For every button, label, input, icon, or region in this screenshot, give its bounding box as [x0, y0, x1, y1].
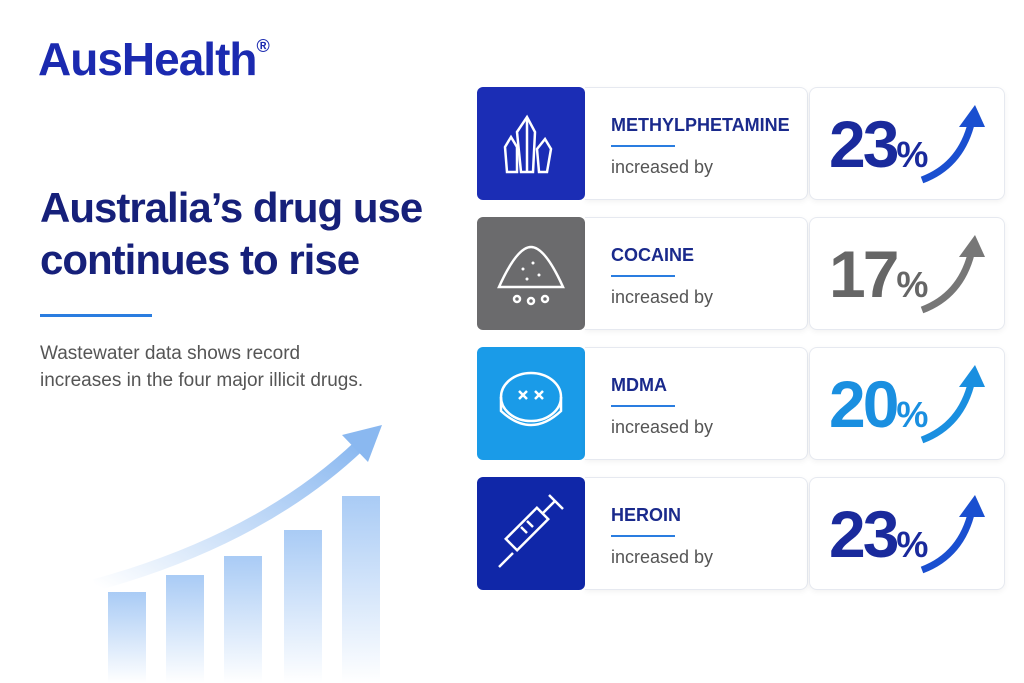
row: MDMA increased by 20% — [477, 347, 1005, 460]
value-unit: % — [896, 394, 929, 435]
value: 23% — [829, 501, 928, 578]
value-unit: % — [896, 264, 929, 305]
drug-name: COCAINE — [611, 245, 695, 265]
row: METHYLPHETAMINE increased by 23% — [477, 87, 1005, 200]
value: 17% — [829, 241, 928, 318]
drug-underline — [611, 405, 675, 407]
value-number: 23 — [829, 497, 899, 571]
card — [585, 217, 808, 330]
arrow — [920, 235, 985, 314]
drug-name: METHYLPHETAMINE — [611, 115, 790, 135]
arrow — [920, 365, 985, 444]
icon-powder — [477, 217, 585, 330]
caption: increased by — [611, 547, 714, 567]
drug-underline — [611, 535, 675, 537]
icon-pill — [477, 347, 585, 460]
decor-chart — [93, 425, 382, 683]
drug-name: HEROIN — [611, 505, 682, 525]
row: HEROIN increased by 23% — [477, 477, 1005, 590]
drug-underline — [611, 275, 675, 277]
brand: AusHealth® — [38, 32, 270, 86]
icon-syringe — [477, 477, 585, 590]
card — [585, 477, 808, 590]
value-box — [809, 347, 1005, 460]
headline-subtitle: Wastewater data shows record increases i… — [40, 343, 364, 391]
row: COCAINE increased by 17% — [477, 217, 1005, 330]
value-box — [809, 87, 1005, 200]
value-box — [809, 217, 1005, 330]
value-number: 20 — [829, 367, 899, 441]
value-number: 17 — [829, 237, 899, 311]
divider — [40, 314, 152, 317]
value-box — [809, 477, 1005, 590]
value-unit: % — [896, 524, 929, 565]
value: 20% — [829, 371, 928, 448]
card — [585, 347, 808, 460]
headline-title: Australia’s drug use continues to rise — [40, 184, 423, 283]
drug-underline — [611, 145, 675, 147]
icon-crystal — [477, 87, 585, 200]
arrow — [920, 495, 985, 574]
brand-mark: ® — [256, 36, 269, 56]
value: 23% — [829, 111, 928, 188]
caption: increased by — [611, 287, 714, 307]
drug-name: MDMA — [611, 375, 667, 395]
arrow — [920, 105, 985, 184]
card — [585, 87, 808, 200]
caption: increased by — [611, 157, 714, 177]
caption: increased by — [611, 417, 714, 437]
value-number: 23 — [829, 107, 899, 181]
value-unit: % — [896, 134, 929, 175]
brand-name: AusHealth — [38, 33, 257, 85]
